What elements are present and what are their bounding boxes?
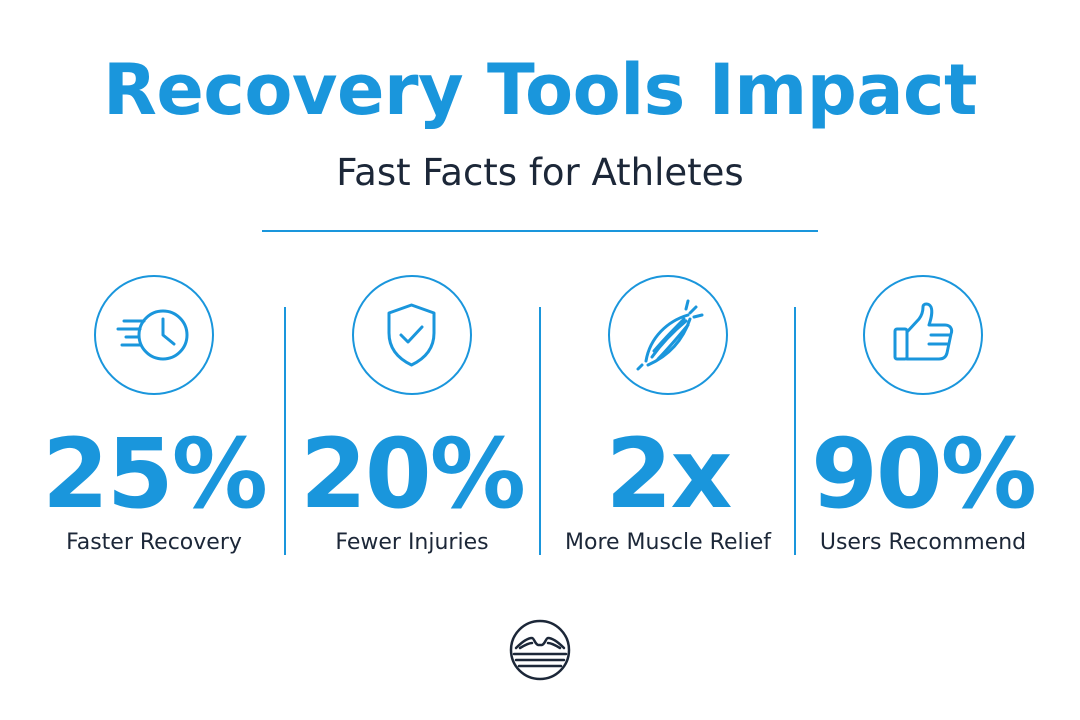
muscle-icon — [608, 275, 728, 395]
thumbs-up-icon — [863, 275, 983, 395]
shield-check-icon — [352, 275, 472, 395]
stat-value: 2x — [605, 418, 733, 530]
stat-label: Users Recommend — [819, 530, 1027, 555]
page-subtitle: Fast Facts for Athletes — [336, 151, 744, 194]
stat-label: More Muscle Relief — [565, 530, 771, 555]
stat-card-muscle-relief: 2x More Muscle Relief — [540, 275, 796, 575]
column-divider — [284, 307, 286, 555]
column-divider — [539, 307, 541, 555]
stat-label: Faster Recovery — [66, 530, 242, 555]
stat-value: 90% — [811, 418, 1037, 530]
page-title: Recovery Tools Impact — [102, 49, 978, 131]
column-divider — [794, 307, 796, 555]
brand-logo-icon — [508, 618, 572, 682]
stat-label: Fewer Injuries — [335, 530, 489, 555]
stat-card-faster-recovery: 25% Faster Recovery — [26, 275, 282, 575]
stat-value: 25% — [42, 418, 268, 530]
stat-value: 20% — [300, 418, 526, 530]
fast-clock-icon — [94, 275, 214, 395]
stat-card-users-recommend: 90% Users Recommend — [795, 275, 1051, 575]
title-divider — [262, 230, 818, 232]
stat-card-fewer-injuries: 20% Fewer Injuries — [284, 275, 540, 575]
